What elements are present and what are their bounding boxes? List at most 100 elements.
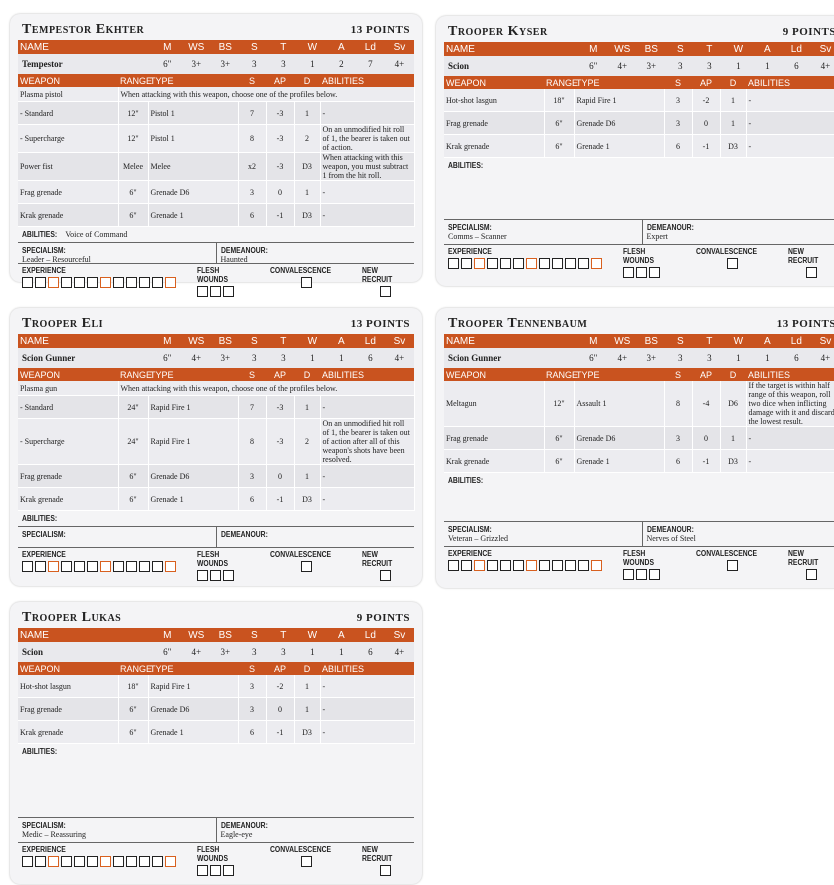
- specialism-value: Leader – Resourceful: [22, 255, 91, 264]
- weapon-cell: 6": [544, 111, 575, 135]
- specialism: SPECIALISM:: [18, 527, 217, 547]
- weapons-header: WEAPON RANGE TYPE S AP D ABILITIES: [18, 662, 414, 675]
- weapon-cell: -3: [266, 124, 295, 153]
- stat-header: WS: [607, 42, 637, 56]
- weapon-cell: -2: [266, 675, 295, 698]
- stat-header: S: [665, 42, 695, 56]
- weapon-header: AP: [266, 368, 294, 381]
- flesh-wounds: FLESH WOUNDS: [622, 247, 678, 278]
- stat-value: 4+: [384, 642, 414, 662]
- card-points: 13 POINTS: [350, 318, 410, 330]
- checkbox: [61, 856, 72, 867]
- weapon-cell: 3: [238, 464, 267, 488]
- abilities-label: ABILITIES:: [22, 230, 58, 239]
- convalescence: CONVALESCENCE: [270, 845, 344, 876]
- weapon-row: Plasma gun When attacking with this weapo…: [18, 381, 415, 396]
- weapon-cell: Assault 1: [574, 381, 665, 427]
- convalescence-label: CONVALESCENCE: [269, 550, 332, 559]
- card-name: Trooper Kyser: [448, 24, 548, 39]
- specialism-label: SPECIALISM:: [448, 525, 492, 534]
- weapon-cell: -3: [266, 101, 295, 125]
- stat-header: M: [152, 628, 182, 642]
- checkbox: [487, 560, 498, 571]
- weapon-row: Frag grenade 6" Grenade D6 3 0 1-: [18, 697, 415, 721]
- checkbox: [209, 286, 221, 297]
- weapon-header: D: [720, 368, 746, 381]
- weapon-cell: 1: [720, 111, 747, 135]
- weapon-cell: D3: [294, 152, 321, 181]
- stat-value: 4+: [384, 54, 414, 74]
- checkbox: [565, 560, 576, 571]
- weapon-header: D: [720, 76, 746, 89]
- demeanour-label: DEMEANOUR:: [220, 821, 268, 830]
- stat-header: T: [694, 42, 724, 56]
- checkbox: [806, 569, 818, 580]
- demeanour-value: Eagle-eye: [220, 830, 253, 839]
- weapon-cell: D3: [294, 487, 321, 511]
- weapon-row: Krak grenade 6" Grenade 1 6 -1 D3-: [18, 487, 415, 511]
- new-recruit: NEW RECRUIT: [362, 845, 410, 876]
- checkbox: [35, 856, 46, 867]
- checkbox: [209, 865, 221, 876]
- checkbox: [222, 570, 234, 581]
- weapon-cell: -: [320, 720, 415, 744]
- checkboxes: [196, 570, 252, 581]
- demeanour-value: Expert: [646, 232, 668, 241]
- stat-value: 1: [326, 642, 356, 662]
- weapons-header: WEAPON RANGE TYPE S AP D ABILITIES: [444, 76, 834, 89]
- weapon-cell: 6": [118, 487, 149, 511]
- stats-table: NAME M WS BS S T W A Ld Sv Scion 6" 4+ 3+ 3 3 1 1 6 4+: [444, 42, 834, 76]
- card-points: 9 POINTS: [782, 26, 834, 38]
- weapon-cell: When attacking with this weapon, you mus…: [320, 152, 415, 181]
- checkbox: [22, 277, 33, 288]
- stat-header: M: [578, 42, 608, 56]
- checkbox: [448, 560, 459, 571]
- stat-value: 3: [665, 56, 695, 76]
- weapon-header: D: [294, 368, 320, 381]
- stat-header: Sv: [810, 334, 834, 348]
- weapon-cell: Melee: [118, 152, 149, 181]
- checkbox: [139, 856, 150, 867]
- demeanour-label: DEMEANOUR:: [646, 223, 694, 232]
- weapon-header: RANGE: [118, 662, 153, 675]
- stat-header: W: [297, 628, 327, 642]
- checkbox: [513, 258, 524, 269]
- stat-header: NAME: [18, 334, 153, 348]
- stat-value: 2: [326, 54, 356, 74]
- checkboxes: [696, 258, 770, 269]
- stat-header: A: [326, 628, 356, 642]
- checkbox: [22, 561, 33, 572]
- card-name: Trooper Eli: [22, 316, 104, 331]
- checkbox: [474, 258, 485, 269]
- weapon-cell: -: [746, 89, 834, 112]
- checkbox: [139, 561, 150, 572]
- weapon-cell: 1: [294, 395, 321, 419]
- experience: EXPERIENCE: [448, 247, 605, 278]
- stat-value: 3+: [210, 348, 240, 368]
- checkbox: [48, 277, 59, 288]
- weapon-row: - Standard 12" Pistol 1 7 -3 1-: [18, 101, 415, 125]
- checkbox: [100, 561, 111, 572]
- weapon-cell: Grenade D6: [574, 111, 665, 135]
- demeanour-value: Haunted: [220, 255, 248, 264]
- weapon-cell: 3: [664, 89, 693, 112]
- weapon-cell: 1: [294, 101, 321, 125]
- weapon-cell: -3: [266, 395, 295, 419]
- card: Trooper Tennenbaum 13 POINTS NAME M WS BS S T W A…: [436, 308, 834, 588]
- weapon-cell: 18": [544, 89, 575, 112]
- weapon-cell: D3: [294, 720, 321, 744]
- weapon-header: TYPE: [148, 368, 238, 381]
- weapon-header: AP: [266, 74, 294, 87]
- checkboxes: [448, 258, 605, 269]
- weapon-cell: -1: [266, 203, 295, 227]
- weapon-cell: Grenade 1: [148, 720, 239, 744]
- weapon-cell: 1: [720, 426, 747, 450]
- specialism: SPECIALISM: Leader – Resourceful: [18, 243, 217, 264]
- stat-value: 7: [355, 54, 385, 74]
- stats-table: NAME M WS BS S T W A Ld Sv Scion Gunner 6" 4+ 3+ 3 3 1 1 6…: [444, 334, 834, 368]
- demeanour: DEMEANOUR: Haunted: [217, 243, 415, 264]
- stats-table: NAME M WS BS S T W A Ld Sv Scion Gunner 6" 4+ 3+ 3 3 1 1 6…: [18, 334, 414, 368]
- demeanour-label: DEMEANOUR:: [220, 530, 268, 539]
- weapon-cell: 8: [238, 418, 267, 465]
- convalescence-label: CONVALESCENCE: [695, 247, 758, 256]
